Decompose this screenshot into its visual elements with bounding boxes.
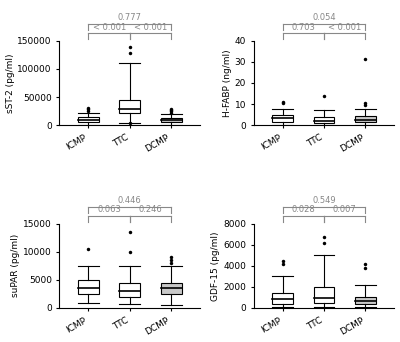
Text: 0.446: 0.446 xyxy=(118,196,142,205)
Text: < 0.001: < 0.001 xyxy=(92,23,126,31)
Bar xyxy=(314,117,334,123)
Text: 0.063: 0.063 xyxy=(97,206,121,214)
Y-axis label: sST-2 (pg/ml): sST-2 (pg/ml) xyxy=(6,53,14,113)
Bar xyxy=(161,118,182,122)
Bar xyxy=(272,293,293,304)
Text: 0.028: 0.028 xyxy=(292,206,315,214)
Text: 0.549: 0.549 xyxy=(312,196,336,205)
Bar xyxy=(355,297,376,304)
Y-axis label: suPAR (pg/ml): suPAR (pg/ml) xyxy=(11,234,20,298)
Y-axis label: H-FABP (ng/ml): H-FABP (ng/ml) xyxy=(223,49,232,117)
Bar xyxy=(272,115,293,122)
Bar xyxy=(120,282,140,297)
Text: 0.007: 0.007 xyxy=(333,206,357,214)
Bar xyxy=(78,280,99,294)
Text: < 0.001: < 0.001 xyxy=(328,23,362,31)
Bar xyxy=(78,117,99,122)
Bar xyxy=(120,100,140,113)
Bar xyxy=(355,116,376,122)
Text: 0.246: 0.246 xyxy=(139,206,162,214)
Text: < 0.001: < 0.001 xyxy=(134,23,167,31)
Bar xyxy=(161,282,182,294)
Text: 0.703: 0.703 xyxy=(292,23,315,31)
Text: 0.054: 0.054 xyxy=(312,13,336,22)
Text: 0.777: 0.777 xyxy=(118,13,142,22)
Bar xyxy=(314,287,334,303)
Y-axis label: GDF-15 (pg/ml): GDF-15 (pg/ml) xyxy=(211,231,220,301)
